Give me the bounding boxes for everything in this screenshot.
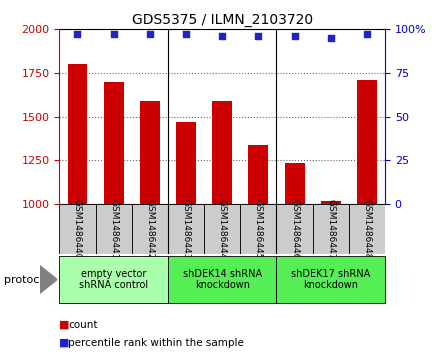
- Text: GSM1486443: GSM1486443: [182, 199, 191, 259]
- Point: [327, 35, 334, 41]
- Text: GSM1486447: GSM1486447: [326, 199, 335, 259]
- Text: shDEK17 shRNA
knockdown: shDEK17 shRNA knockdown: [291, 269, 370, 290]
- Text: GSM1486440: GSM1486440: [73, 199, 82, 259]
- Text: ■: ■: [59, 338, 70, 348]
- Bar: [176, 122, 196, 204]
- Point: [219, 33, 226, 39]
- Bar: [59, 204, 95, 254]
- Text: shDEK14 shRNA
knockdown: shDEK14 shRNA knockdown: [183, 269, 262, 290]
- Bar: [313, 204, 349, 254]
- Point: [363, 31, 370, 37]
- Bar: [249, 146, 268, 204]
- Text: empty vector
shRNA control: empty vector shRNA control: [79, 269, 148, 290]
- Bar: [132, 204, 168, 254]
- Bar: [68, 64, 88, 204]
- Polygon shape: [40, 266, 57, 293]
- Text: GSM1486446: GSM1486446: [290, 199, 299, 259]
- Point: [255, 33, 262, 39]
- Bar: [95, 204, 132, 254]
- Bar: [349, 204, 385, 254]
- Text: GSM1486444: GSM1486444: [218, 199, 227, 259]
- Title: GDS5375 / ILMN_2103720: GDS5375 / ILMN_2103720: [132, 13, 313, 26]
- Text: count: count: [68, 320, 98, 330]
- Text: percentile rank within the sample: percentile rank within the sample: [68, 338, 244, 348]
- Bar: [204, 204, 240, 254]
- Point: [110, 31, 117, 37]
- Bar: [212, 101, 232, 204]
- Bar: [285, 163, 304, 204]
- Bar: [104, 82, 124, 204]
- Bar: [276, 204, 313, 254]
- Bar: [240, 204, 276, 254]
- Text: GSM1486445: GSM1486445: [254, 199, 263, 259]
- Point: [183, 31, 190, 37]
- Point: [74, 31, 81, 37]
- Point: [147, 31, 154, 37]
- Text: protocol: protocol: [4, 274, 50, 285]
- Text: GSM1486448: GSM1486448: [363, 199, 371, 259]
- Bar: [357, 80, 377, 204]
- Bar: [140, 101, 160, 204]
- Text: ■: ■: [59, 320, 70, 330]
- Point: [291, 33, 298, 39]
- Bar: [168, 204, 204, 254]
- Bar: [321, 201, 341, 204]
- Text: GSM1486441: GSM1486441: [109, 199, 118, 259]
- Text: GSM1486442: GSM1486442: [145, 199, 154, 259]
